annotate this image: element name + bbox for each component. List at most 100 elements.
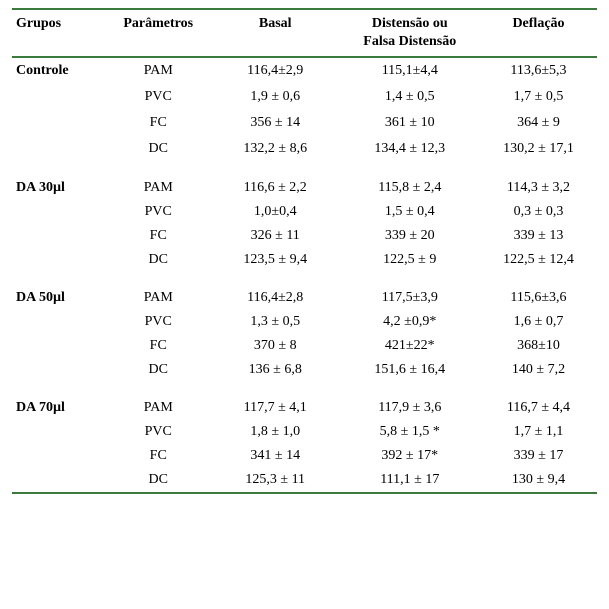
param-cell: FC (106, 224, 211, 248)
distensao-cell: 392 ± 17* (340, 444, 480, 468)
table-row: Controle PAM 116,4±2,9 115,1±4,4 113,6±5… (12, 57, 597, 84)
table-row: DC 132,2 ± 8,6 134,4 ± 12,3 130,2 ± 17,1 (12, 136, 597, 162)
deflacao-cell: 115,6±3,6 (480, 286, 597, 310)
distensao-cell: 5,8 ± 1,5 * (340, 420, 480, 444)
table-body: Controle PAM 116,4±2,9 115,1±4,4 113,6±5… (12, 57, 597, 493)
deflacao-cell: 114,3 ± 3,2 (480, 176, 597, 200)
empty-cell (12, 224, 106, 248)
basal-cell: 1,8 ± 1,0 (211, 420, 340, 444)
param-cell: PAM (106, 57, 211, 84)
distensao-cell: 339 ± 20 (340, 224, 480, 248)
basal-cell: 1,9 ± 0,6 (211, 84, 340, 110)
deflacao-cell: 116,7 ± 4,4 (480, 396, 597, 420)
empty-cell (12, 420, 106, 444)
param-cell: PAM (106, 176, 211, 200)
empty-cell (12, 248, 106, 272)
header-empty-3 (211, 34, 340, 57)
param-cell: DC (106, 358, 211, 382)
basal-cell: 1,3 ± 0,5 (211, 310, 340, 334)
param-cell: DC (106, 248, 211, 272)
deflacao-cell: 1,7 ± 0,5 (480, 84, 597, 110)
header-basal: Basal (211, 9, 340, 34)
deflacao-cell: 339 ± 13 (480, 224, 597, 248)
empty-cell (12, 110, 106, 136)
distensao-cell: 151,6 ± 16,4 (340, 358, 480, 382)
table-row: PVC 1,8 ± 1,0 5,8 ± 1,5 * 1,7 ± 1,1 (12, 420, 597, 444)
deflacao-cell: 339 ± 17 (480, 444, 597, 468)
param-cell: PVC (106, 200, 211, 224)
distensao-cell: 134,4 ± 12,3 (340, 136, 480, 162)
spacer-row (12, 382, 597, 396)
group-label: DA 70µl (12, 396, 106, 420)
table-row: PVC 1,3 ± 0,5 4,2 ±0,9* 1,6 ± 0,7 (12, 310, 597, 334)
distensao-cell: 122,5 ± 9 (340, 248, 480, 272)
table-row: FC 370 ± 8 421±22* 368±10 (12, 334, 597, 358)
header-row-1: Grupos Parâmetros Basal Distensão ou Def… (12, 9, 597, 34)
distensao-cell: 117,9 ± 3,6 (340, 396, 480, 420)
distensao-cell: 4,2 ±0,9* (340, 310, 480, 334)
table-row: DC 123,5 ± 9,4 122,5 ± 9 122,5 ± 12,4 (12, 248, 597, 272)
spacer-row (12, 162, 597, 176)
distensao-cell: 1,4 ± 0,5 (340, 84, 480, 110)
param-cell: PAM (106, 396, 211, 420)
param-cell: PAM (106, 286, 211, 310)
header-parametros: Parâmetros (106, 9, 211, 34)
distensao-cell: 1,5 ± 0,4 (340, 200, 480, 224)
empty-cell (12, 84, 106, 110)
group-label: Controle (12, 57, 106, 84)
distensao-cell: 421±22* (340, 334, 480, 358)
basal-cell: 125,3 ± 11 (211, 468, 340, 493)
table-row: DC 136 ± 6,8 151,6 ± 16,4 140 ± 7,2 (12, 358, 597, 382)
distensao-cell: 115,1±4,4 (340, 57, 480, 84)
table-row: DA 30µl PAM 116,6 ± 2,2 115,8 ± 2,4 114,… (12, 176, 597, 200)
deflacao-cell: 140 ± 7,2 (480, 358, 597, 382)
empty-cell (12, 358, 106, 382)
param-cell: FC (106, 110, 211, 136)
basal-cell: 116,6 ± 2,2 (211, 176, 340, 200)
distensao-cell: 115,8 ± 2,4 (340, 176, 480, 200)
table-row: PVC 1,9 ± 0,6 1,4 ± 0,5 1,7 ± 0,5 (12, 84, 597, 110)
param-cell: FC (106, 334, 211, 358)
empty-cell (12, 334, 106, 358)
distensao-cell: 111,1 ± 17 (340, 468, 480, 493)
basal-cell: 1,0±0,4 (211, 200, 340, 224)
header-distensao-2: Falsa Distensão (340, 34, 480, 57)
basal-cell: 326 ± 11 (211, 224, 340, 248)
table-row: DA 50µl PAM 116,4±2,8 117,5±3,9 115,6±3,… (12, 286, 597, 310)
deflacao-cell: 130 ± 9,4 (480, 468, 597, 493)
header-grupos: Grupos (12, 9, 106, 34)
header-empty-2 (106, 34, 211, 57)
basal-cell: 116,4±2,9 (211, 57, 340, 84)
distensao-cell: 117,5±3,9 (340, 286, 480, 310)
table-row: PVC 1,0±0,4 1,5 ± 0,4 0,3 ± 0,3 (12, 200, 597, 224)
group-label: DA 30µl (12, 176, 106, 200)
basal-cell: 117,7 ± 4,1 (211, 396, 340, 420)
param-cell: PVC (106, 310, 211, 334)
table-row: FC 341 ± 14 392 ± 17* 339 ± 17 (12, 444, 597, 468)
distensao-cell: 361 ± 10 (340, 110, 480, 136)
deflacao-cell: 122,5 ± 12,4 (480, 248, 597, 272)
deflacao-cell: 0,3 ± 0,3 (480, 200, 597, 224)
deflacao-cell: 1,7 ± 1,1 (480, 420, 597, 444)
header-empty-4 (480, 34, 597, 57)
param-cell: FC (106, 444, 211, 468)
empty-cell (12, 310, 106, 334)
empty-cell (12, 200, 106, 224)
empty-cell (12, 468, 106, 493)
header-empty-1 (12, 34, 106, 57)
basal-cell: 136 ± 6,8 (211, 358, 340, 382)
deflacao-cell: 364 ± 9 (480, 110, 597, 136)
table-row: FC 326 ± 11 339 ± 20 339 ± 13 (12, 224, 597, 248)
param-cell: PVC (106, 84, 211, 110)
param-cell: PVC (106, 420, 211, 444)
header-row-2: Falsa Distensão (12, 34, 597, 57)
param-cell: DC (106, 468, 211, 493)
basal-cell: 356 ± 14 (211, 110, 340, 136)
header-distensao-1: Distensão ou (340, 9, 480, 34)
basal-cell: 123,5 ± 9,4 (211, 248, 340, 272)
basal-cell: 341 ± 14 (211, 444, 340, 468)
deflacao-cell: 130,2 ± 17,1 (480, 136, 597, 162)
table-row: DA 70µl PAM 117,7 ± 4,1 117,9 ± 3,6 116,… (12, 396, 597, 420)
basal-cell: 370 ± 8 (211, 334, 340, 358)
deflacao-cell: 368±10 (480, 334, 597, 358)
